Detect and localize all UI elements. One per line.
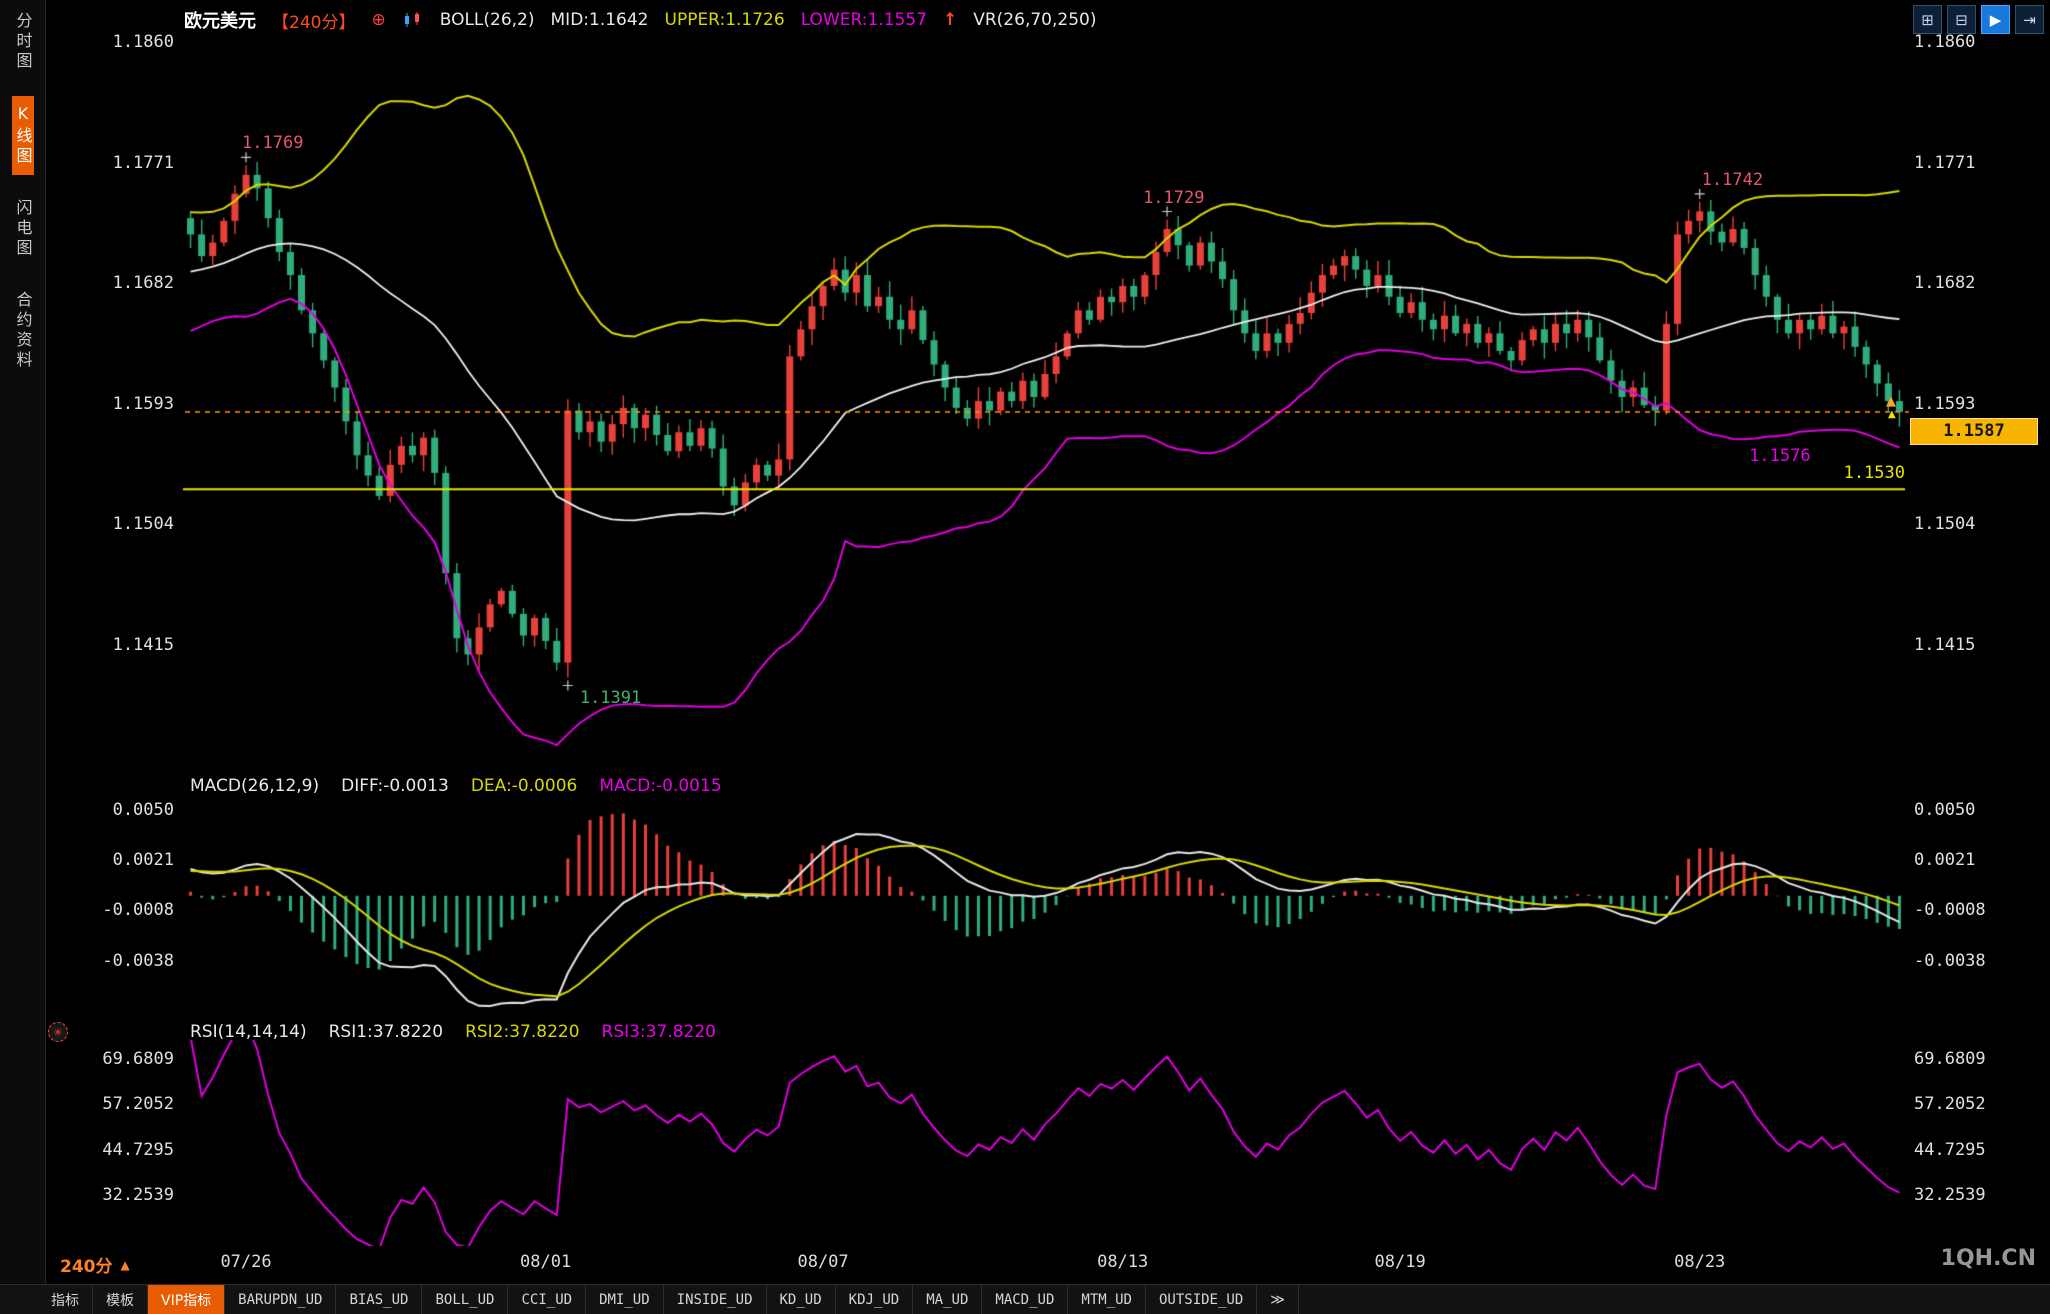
macd-diff-value: DIFF:-0.0013 [341, 776, 449, 796]
macd-header: MACD(26,12,9) DIFF:-0.0013 DEA:-0.0006 M… [190, 776, 722, 796]
support-level-label: 1.1530 [1843, 463, 1905, 484]
sidebar: 分时图 K线图闪电图合约资料 [0, 0, 46, 1284]
add-overlay-icon[interactable]: ⊕ [371, 10, 386, 30]
y-axis-label: 1.1593 [1914, 393, 1976, 414]
toolbar-item-kd-ud[interactable]: KD_UD [767, 1285, 836, 1314]
grid-layout-icon[interactable]: ⊞ [1913, 5, 1942, 34]
toolbar-item-more[interactable]: ≫ [1257, 1285, 1299, 1314]
price-arrow-icon: ▲ [1886, 393, 1896, 409]
y-axis-label: 1.1415 [1914, 635, 1976, 655]
rsi2-value: RSI2:37.8220 [465, 1022, 580, 1042]
toolbar-item-cci-ud[interactable]: CCI_UD [508, 1285, 587, 1314]
y-axis-label: 1.1771 [112, 152, 174, 173]
sidebar-tab-contract-info[interactable]: 合约资料 [13, 291, 33, 371]
macd-dea-value: DEA:-0.0006 [470, 776, 578, 796]
symbol-name: 欧元美元 [184, 11, 256, 32]
macd-macd-value: MACD:-0.0015 [599, 776, 722, 796]
y-axis-label: -0.0008 [1914, 899, 1986, 920]
toolbar-item-outside-ud[interactable]: OUTSIDE_UD [1146, 1285, 1258, 1314]
boll-label: BOLL(26,2) [439, 10, 535, 30]
triangle-up-icon: ▲ [120, 1257, 130, 1272]
toolbar-item-mtm-ud[interactable]: MTM_UD [1068, 1285, 1146, 1314]
watermark: 1QH.CN [1940, 1246, 2036, 1271]
toolbar-item-kdj-ud[interactable]: KDJ_UD [836, 1285, 914, 1314]
y-axis-label: 32.2539 [1914, 1185, 1986, 1205]
split-layout-icon[interactable]: ⊟ [1947, 5, 1976, 34]
chart-header: 欧元美元 【240分】 ⊕ BOLL(26,2) MID:1.1642 UPPE… [46, 0, 1910, 40]
boll-upper-value: UPPER:1.1726 [664, 10, 785, 30]
toolbar-item-macd-ud[interactable]: MACD_UD [982, 1285, 1069, 1314]
x-axis-date: 08/07 [797, 1252, 849, 1272]
rsi-title: RSI(14,14,14) [190, 1022, 307, 1042]
x-axis-date: 07/26 [220, 1252, 272, 1272]
price-annotation: 1.1391 [579, 687, 642, 708]
price-annotation: 1.1769 [242, 133, 304, 154]
y-axis-label: 44.7295 [102, 1139, 174, 1160]
y-axis-label: 0.0050 [1914, 800, 1976, 820]
period-label[interactable]: 【240分】 [272, 12, 356, 33]
y-axis-label: 1.1771 [1914, 152, 1976, 173]
y-axis-label: 69.6809 [102, 1049, 174, 1069]
y-axis-label: 0.0050 [112, 800, 174, 820]
rsi1-value: RSI1:37.8220 [328, 1022, 444, 1042]
x-axis-date: 08/23 [1674, 1252, 1726, 1272]
y-axis-label: 57.2052 [1914, 1094, 1986, 1115]
x-axis-date: 08/19 [1374, 1252, 1426, 1272]
timeframe-text: 240分 [60, 1257, 113, 1277]
y-axis-label: 1.1504 [112, 514, 174, 535]
bottom-toolbar: 指标 模板 VIP指标 BARUPDN_UD BIAS_UD BOLL_UD CCI_UD D… [0, 1284, 2050, 1314]
toolbar-item-templates[interactable]: 模板 [93, 1285, 148, 1314]
macd-title: MACD(26,12,9) [190, 776, 320, 796]
y-axis-label: 0.0021 [1914, 849, 1976, 870]
y-axis-label: 32.2539 [102, 1185, 174, 1205]
toolbar-item-bias-ud[interactable]: BIAS_UD [336, 1285, 423, 1314]
price-arrow-icon: ▲ [1888, 408, 1896, 420]
y-axis-label: -0.0008 [102, 899, 174, 920]
vr-label: VR(26,70,250) [973, 10, 1097, 30]
current-price-tag: 1.1587 [1910, 417, 2038, 445]
rsi3-value: RSI3:37.8220 [601, 1022, 716, 1042]
y-axis-label: 44.7295 [1914, 1139, 1986, 1160]
rsi-header: RSI(14,14,14) RSI1:37.8220 RSI2:37.8220 … [190, 1022, 716, 1042]
y-axis-label: 1.1504 [1914, 514, 1976, 535]
y-axis-label: 57.2052 [102, 1094, 174, 1115]
price-annotation: 1.1576 [1749, 445, 1811, 466]
price-annotation: 1.1729 [1143, 187, 1205, 208]
y-axis-label: -0.0038 [102, 951, 174, 971]
y-axis-label: 1.1860 [1914, 32, 1976, 52]
up-arrow-icon: ↑ [942, 10, 958, 30]
y-axis-label: 1.1593 [112, 393, 174, 414]
cycle-panel-icon[interactable]: ⇥ [2015, 5, 2044, 34]
y-axis-label: 0.0021 [112, 849, 174, 870]
sidebar-tab-flash-chart[interactable]: 闪电图 [13, 199, 33, 259]
active-panel-icon[interactable]: ▶ [1981, 5, 2010, 34]
sidebar-tab-time-chart[interactable]: 分时图 [13, 12, 33, 72]
toolbar-item-indicators[interactable]: 指标 [38, 1285, 93, 1314]
y-axis-label: 69.6809 [1914, 1049, 1986, 1069]
x-axis-date: 08/13 [1097, 1252, 1149, 1272]
toolbar-item-inside-ud[interactable]: INSIDE_UD [664, 1285, 767, 1314]
boll-lower-value: LOWER:1.1557 [800, 10, 927, 30]
y-axis-label: 1.1682 [1914, 273, 1976, 294]
sidebar-tab-kline-chart[interactable]: K线图 [11, 96, 34, 175]
toolbar-item-boll-ud[interactable]: BOLL_UD [422, 1285, 509, 1314]
x-axis-date: 08/01 [520, 1252, 572, 1272]
price-annotation: 1.1742 [1701, 169, 1764, 190]
timeframe-label[interactable]: 240分 ▲ [60, 1252, 130, 1277]
y-axis-label: 1.1415 [112, 635, 174, 655]
toolbar-item-ma-ud[interactable]: MA_UD [913, 1285, 983, 1314]
boll-mid-value: MID:1.1642 [550, 10, 649, 30]
toolbar-item-vip-indicators[interactable]: VIP指标 [148, 1285, 226, 1314]
kline-icon [402, 11, 424, 29]
y-axis-label: -0.0038 [1914, 951, 1986, 971]
toolbar-item-dmi-ud[interactable]: DMI_UD [586, 1285, 664, 1314]
y-axis-label: 1.1860 [112, 32, 174, 52]
indicator-alert-icon[interactable]: ✳ [48, 1022, 68, 1042]
toolbar-item-barupdn-ud[interactable]: BARUPDN_UD [225, 1285, 337, 1314]
layout-buttons: ⊞ ⊟ ▶ ⇥ [1913, 5, 2044, 34]
y-axis-label: 1.1682 [112, 273, 174, 294]
